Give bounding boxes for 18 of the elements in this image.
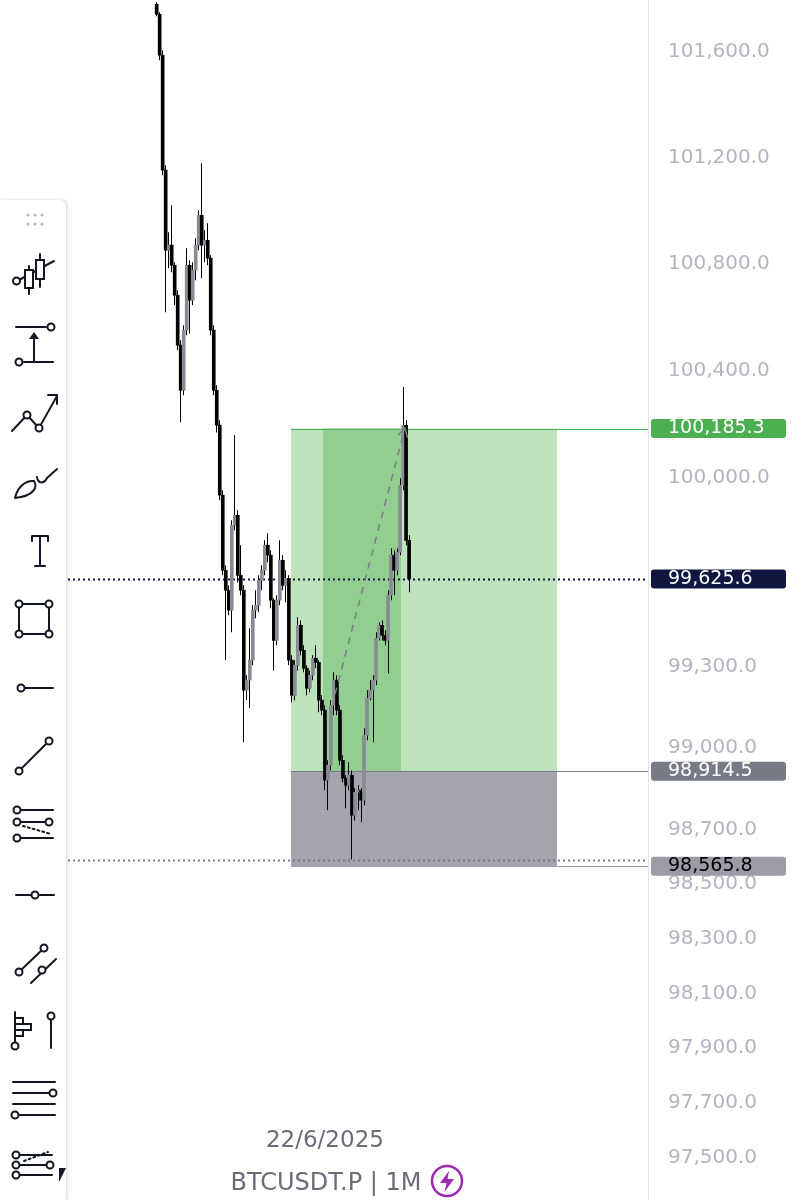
y-tick-label: 99,300.0 (668, 653, 758, 678)
y-tick-label: 98,100.0 (668, 979, 758, 1004)
y-tick-label: 100,800.0 (668, 250, 770, 275)
y-tick-label: 97,900.0 (668, 1034, 758, 1059)
ref-line-label: 100,185.3 (668, 415, 765, 438)
y-tick-label: 97,500.0 (668, 1144, 758, 1169)
y-tick-label: 100,000.0 (668, 464, 770, 489)
ref-line-label: 99,625.6 (668, 565, 753, 588)
text: BTCUSDT.P | 1M (230, 1168, 422, 1197)
x-tick-label: 22/6/2025 (265, 1125, 384, 1152)
y-tick-label: 101,600.0 (668, 38, 770, 63)
y-tick-label: 99,000.0 (668, 734, 758, 759)
y-tick-label: 100,400.0 (668, 357, 770, 382)
y-tick-label: 98,300.0 (668, 924, 758, 949)
y-tick-label: 101,200.0 (668, 144, 770, 169)
y-tick-label: 97,700.0 (668, 1089, 758, 1114)
ref-line-label: 98,914.5 (668, 758, 753, 781)
y-tick-label: 98,700.0 (668, 815, 758, 840)
